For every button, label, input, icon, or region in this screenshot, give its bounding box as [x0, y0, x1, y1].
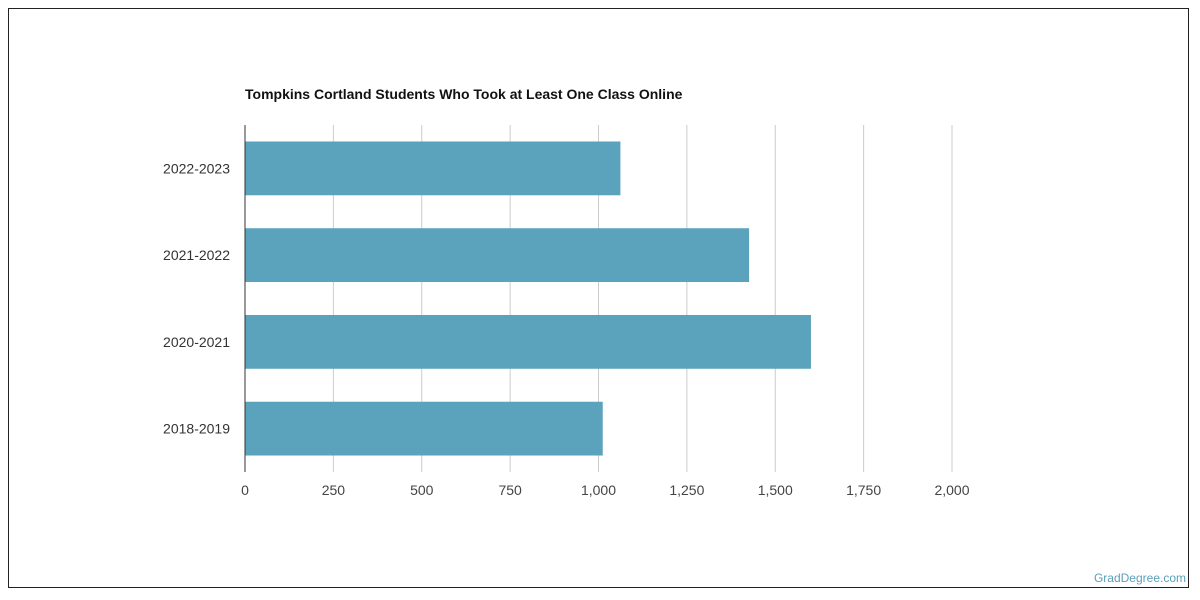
- x-tick-label: 250: [322, 482, 346, 498]
- labels: 0 250 500 750 1,000 1,250 1,500 1,750 2,000 2022-…: [163, 160, 970, 498]
- x-tick-label: 500: [410, 482, 434, 498]
- chart-title: Tompkins Cortland Students Who Took at L…: [245, 86, 683, 102]
- category-label: 2021-2022: [163, 247, 230, 263]
- bar: [245, 141, 621, 196]
- category-label: 2022-2023: [163, 160, 230, 176]
- bar: [245, 314, 811, 369]
- bar: [245, 401, 603, 456]
- x-tick-label: 0: [241, 482, 249, 498]
- bar: [245, 228, 750, 283]
- x-tick-label: 750: [498, 482, 522, 498]
- x-tick-label: 1,000: [581, 482, 616, 498]
- x-tick-label: 1,250: [669, 482, 704, 498]
- x-tick-label: 1,500: [758, 482, 793, 498]
- bars: [245, 141, 811, 456]
- x-tick-label: 2,000: [934, 482, 969, 498]
- watermark-text[interactable]: GradDegree.com: [1093, 571, 1186, 585]
- category-label: 2020-2021: [163, 334, 230, 350]
- x-tick-label: 1,750: [846, 482, 881, 498]
- category-label: 2018-2019: [163, 421, 230, 437]
